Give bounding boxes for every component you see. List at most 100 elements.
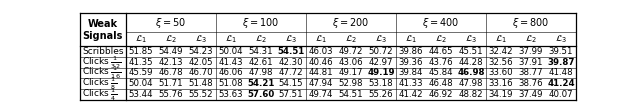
Text: $\xi = 400$: $\xi = 400$ [422,16,460,30]
Text: Scribbles: Scribbles [83,47,124,56]
Text: 45.59: 45.59 [129,68,153,77]
Text: 47.94: 47.94 [308,79,333,88]
Text: $\xi = 100$: $\xi = 100$ [242,16,280,30]
Text: 53.63: 53.63 [218,90,243,99]
Text: $\mathcal{L}_1$: $\mathcal{L}_1$ [404,33,417,45]
Text: $\mathcal{L}_1$: $\mathcal{L}_1$ [134,33,147,45]
Text: 32.56: 32.56 [488,58,513,67]
Text: 57.60: 57.60 [247,90,275,99]
Text: 39.86: 39.86 [399,47,423,56]
Text: 48.82: 48.82 [459,90,483,99]
Text: $\xi = 800$: $\xi = 800$ [512,16,550,30]
Text: 53.18: 53.18 [369,79,393,88]
Text: $\mathcal{L}_2$: $\mathcal{L}_2$ [255,33,267,45]
Text: 54.31: 54.31 [248,47,273,56]
Text: $\mathcal{L}_3$: $\mathcal{L}_3$ [555,33,567,45]
Text: 37.49: 37.49 [518,90,543,99]
Text: 33.60: 33.60 [488,68,513,77]
Text: 40.07: 40.07 [548,90,573,99]
Text: 45.51: 45.51 [459,47,483,56]
Text: 37.99: 37.99 [519,47,543,56]
Text: $\mathcal{L}_3$: $\mathcal{L}_3$ [465,33,477,45]
Text: 46.78: 46.78 [158,68,183,77]
Text: 41.43: 41.43 [218,58,243,67]
Text: 55.76: 55.76 [158,90,183,99]
Text: 39.87: 39.87 [547,58,575,67]
Text: 51.48: 51.48 [188,79,213,88]
Text: 54.21: 54.21 [247,79,275,88]
Text: 46.48: 46.48 [429,79,453,88]
Text: 46.03: 46.03 [308,47,333,56]
Text: 41.35: 41.35 [129,58,153,67]
Text: 54.23: 54.23 [188,47,213,56]
Text: $\xi = 50$: $\xi = 50$ [155,16,186,30]
Text: 54.49: 54.49 [159,47,183,56]
Text: 44.28: 44.28 [459,58,483,67]
Text: 42.05: 42.05 [188,58,213,67]
Text: 44.81: 44.81 [308,68,333,77]
Text: $\mathcal{L}_1$: $\mathcal{L}_1$ [495,33,507,45]
Text: 46.98: 46.98 [457,68,484,77]
Text: 49.72: 49.72 [339,47,363,56]
Text: 50.72: 50.72 [369,47,393,56]
Text: 47.98: 47.98 [459,79,483,88]
Text: 51.08: 51.08 [218,79,243,88]
Text: $\xi = 200$: $\xi = 200$ [332,16,369,30]
Text: 44.65: 44.65 [429,47,453,56]
Text: 47.98: 47.98 [248,68,273,77]
Text: 39.84: 39.84 [399,68,423,77]
Text: 41.24: 41.24 [547,79,575,88]
Text: 46.06: 46.06 [218,68,243,77]
Text: 57.51: 57.51 [278,90,303,99]
Text: 49.74: 49.74 [308,90,333,99]
Text: 54.15: 54.15 [278,79,303,88]
Text: $\mathcal{L}_1$: $\mathcal{L}_1$ [225,33,237,45]
Text: Clicks $\frac{1}{8}$: Clicks $\frac{1}{8}$ [83,75,117,92]
Text: 51.71: 51.71 [158,79,183,88]
Text: 32.42: 32.42 [488,47,513,56]
Text: 43.76: 43.76 [429,58,453,67]
Text: 37.91: 37.91 [518,58,543,67]
Text: 49.19: 49.19 [367,68,395,77]
Text: 54.51: 54.51 [277,47,305,56]
Text: 50.04: 50.04 [218,47,243,56]
Text: 51.85: 51.85 [129,47,153,56]
Text: $\mathcal{L}_3$: $\mathcal{L}_3$ [374,33,387,45]
Text: 46.92: 46.92 [429,90,453,99]
Text: 39.51: 39.51 [548,47,573,56]
Text: 40.46: 40.46 [308,58,333,67]
Text: 42.13: 42.13 [158,58,183,67]
Text: 46.70: 46.70 [188,68,213,77]
Text: $\mathcal{L}_1$: $\mathcal{L}_1$ [315,33,327,45]
Text: 42.97: 42.97 [369,58,393,67]
Text: $\mathcal{L}_3$: $\mathcal{L}_3$ [285,33,297,45]
Text: 50.04: 50.04 [129,79,153,88]
Text: Clicks $\frac{1}{32}$: Clicks $\frac{1}{32}$ [83,54,122,71]
Text: Clicks $\frac{1}{16}$: Clicks $\frac{1}{16}$ [83,65,122,81]
Text: 47.72: 47.72 [278,68,303,77]
Text: 53.44: 53.44 [129,90,153,99]
Text: 49.17: 49.17 [339,68,363,77]
Text: 45.84: 45.84 [429,68,453,77]
Text: 43.06: 43.06 [339,58,363,67]
Text: Clicks $\frac{1}{4}$: Clicks $\frac{1}{4}$ [83,86,117,103]
Text: $\mathcal{L}_2$: $\mathcal{L}_2$ [164,33,177,45]
Text: 34.19: 34.19 [489,90,513,99]
Text: 39.36: 39.36 [399,58,423,67]
Text: 55.52: 55.52 [188,90,213,99]
Text: 41.48: 41.48 [548,68,573,77]
Text: 42.61: 42.61 [248,58,273,67]
Text: $\mathcal{L}_3$: $\mathcal{L}_3$ [195,33,207,45]
Text: 33.16: 33.16 [488,79,513,88]
Text: 38.76: 38.76 [518,79,543,88]
Text: 41.42: 41.42 [399,90,423,99]
Text: 42.30: 42.30 [278,58,303,67]
Text: $\mathcal{L}_2$: $\mathcal{L}_2$ [435,33,447,45]
Text: 52.98: 52.98 [339,79,363,88]
Text: 54.51: 54.51 [339,90,363,99]
Text: Weak
Signals: Weak Signals [83,19,123,41]
Text: 55.26: 55.26 [369,90,393,99]
Text: $\mathcal{L}_2$: $\mathcal{L}_2$ [345,33,357,45]
Text: $\mathcal{L}_2$: $\mathcal{L}_2$ [525,33,537,45]
Text: 41.33: 41.33 [399,79,423,88]
